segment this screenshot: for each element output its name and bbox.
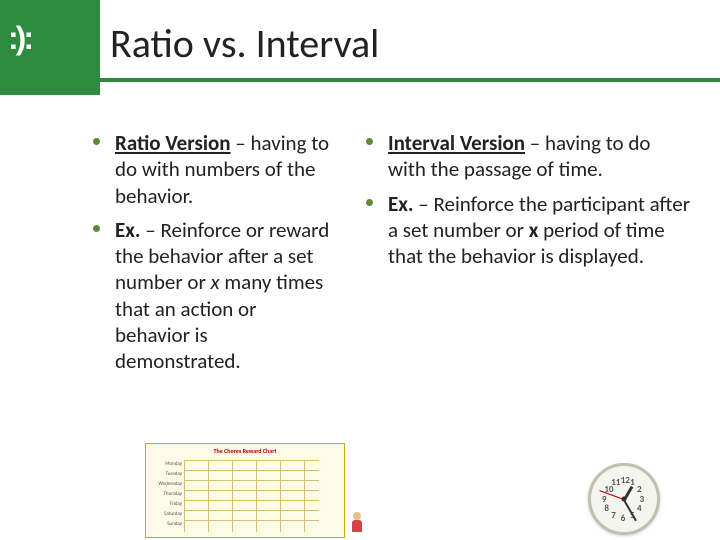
chart-row: Thursday xyxy=(184,490,319,500)
chart-row: Friday xyxy=(184,500,319,510)
ex-x: x xyxy=(529,217,539,243)
person-head xyxy=(353,512,361,520)
chart-row: Tuesday xyxy=(184,470,319,480)
right-column: Interval Version – having to do with the… xyxy=(360,130,720,382)
chart-day-label: Wednesday xyxy=(148,481,182,487)
chart-grid: MondayTuesdayWednesdayThursdayFridaySatu… xyxy=(184,460,319,532)
chart-col xyxy=(256,460,257,532)
clock-number: 6 xyxy=(621,513,626,524)
bullet-icon xyxy=(93,138,100,145)
chart-row: Sunday xyxy=(184,520,319,530)
chart-day-label: Monday xyxy=(148,461,182,467)
person-body xyxy=(352,520,362,532)
bullet-ratio-ex: Ex. – Reinforce or reward the behavior a… xyxy=(115,217,332,375)
bullet-interval-def: Interval Version – having to do with the… xyxy=(388,130,692,183)
chart-day-label: Tuesday xyxy=(148,471,182,477)
bullet-text: Ex. – Reinforce the participant after a … xyxy=(388,191,692,270)
chart-col xyxy=(232,460,233,532)
chart-row: Saturday xyxy=(184,510,319,520)
bullet-icon xyxy=(366,199,373,206)
clock-number: 7 xyxy=(611,510,616,521)
chart-bg: The Chores Reward Chart MondayTuesdayWed… xyxy=(145,443,345,538)
chore-chart-image: The Chores Reward Chart MondayTuesdayWed… xyxy=(145,443,345,538)
bullet-text: Interval Version – having to do with the… xyxy=(388,130,692,183)
chart-row: Wednesday xyxy=(184,480,319,490)
chart-col xyxy=(184,460,185,532)
clock-image: 121234567891011 xyxy=(588,463,660,535)
ex-label: Ex. xyxy=(115,217,141,243)
clock-number: 11 xyxy=(611,477,620,488)
smiley-logo: :): xyxy=(8,20,31,57)
slide-title: Ratio vs. Interval xyxy=(110,19,379,68)
chart-title: The Chores Reward Chart xyxy=(214,447,277,455)
bullet-ratio-def: Ratio Version – having to do with number… xyxy=(115,130,332,209)
ex-x: x xyxy=(211,269,220,295)
bullet-interval-ex: Ex. – Reinforce the participant after a … xyxy=(388,191,692,270)
chart-day-label: Sunday xyxy=(148,521,182,527)
title-container: Ratio vs. Interval xyxy=(110,8,700,78)
bullet-text: Ratio Version – having to do with number… xyxy=(115,130,332,209)
clock-number: 8 xyxy=(604,503,609,514)
term: Interval Version xyxy=(388,130,525,156)
title-underline xyxy=(0,78,720,82)
chart-row: Monday xyxy=(184,460,319,470)
bullet-text: Ex. – Reinforce or reward the behavior a… xyxy=(115,217,332,375)
term: Ratio Version xyxy=(115,130,231,156)
chart-col xyxy=(304,460,305,532)
clock-number: 9 xyxy=(602,494,607,505)
slide-header: :): Ratio vs. Interval xyxy=(0,0,720,95)
chart-person-icon xyxy=(350,512,364,532)
chart-col xyxy=(208,460,209,532)
bullet-icon xyxy=(93,225,100,232)
bullet-icon xyxy=(366,138,373,145)
content-area: Ratio Version – having to do with number… xyxy=(0,130,720,382)
left-column: Ratio Version – having to do with number… xyxy=(0,130,360,382)
ex-label: Ex. xyxy=(388,191,414,217)
clock-face: 121234567891011 xyxy=(588,463,660,535)
chart-day-label: Friday xyxy=(148,501,182,507)
chart-day-label: Saturday xyxy=(148,511,182,517)
chart-col xyxy=(280,460,281,532)
clock-number: 4 xyxy=(637,503,642,514)
clock-number: 12 xyxy=(621,475,630,486)
chart-day-label: Thursday xyxy=(148,491,182,497)
